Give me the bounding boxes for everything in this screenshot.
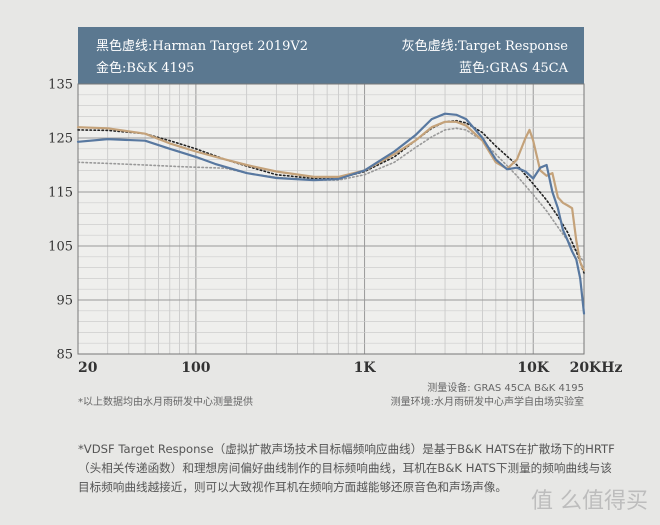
legend-target-response: 灰色虚线:Target Response [402,38,569,54]
y-tick-label: 85 [56,348,73,363]
series-line-b-k-4195 [76,120,586,272]
footer-description: *VDSF Target Response（虚拟扩散声场技术目标幅频响应曲线）是… [78,442,615,494]
x-tick-label: 20 [78,360,98,376]
x-tick-label: 10K [517,360,549,376]
x-tick-label: 1K [354,360,377,376]
plot-frame [77,83,585,355]
series-line-target-response [77,127,585,263]
series-line-gras-45ca [76,112,586,315]
plot-area [78,84,584,354]
environment-note: 测量环境:水月雨研发中心声学自由场实验室 [391,395,584,408]
y-tick-label: 135 [48,78,73,93]
x-axis: 20 100 1K 10K 20KHz [78,360,622,376]
watermark: 值 么值得买 [531,489,648,514]
y-tick-label: 125 [48,132,73,147]
x-tick-label: 20KHz [570,360,623,376]
source-note: *以上数据均由水月雨研发中心测量提供 [78,395,253,408]
y-axis: 85 95 105 115 125 135 [48,78,73,363]
y-tick-label: 115 [48,186,73,201]
y-tick-label: 95 [56,294,73,309]
header-band [78,27,584,84]
legend-bk-4195: 金色:B&K 4195 [96,60,194,76]
legend-gras-45ca: 蓝色:GRAS 45CA [459,60,568,76]
y-tick-label: 105 [48,240,73,255]
series-group [76,112,586,315]
x-tick-label: 100 [181,360,210,376]
equipment-note: 测量设备: GRAS 45CA B&K 4195 [427,381,584,394]
legend-harman-target: 黑色虚线:Harman Target 2019V2 [96,38,308,54]
